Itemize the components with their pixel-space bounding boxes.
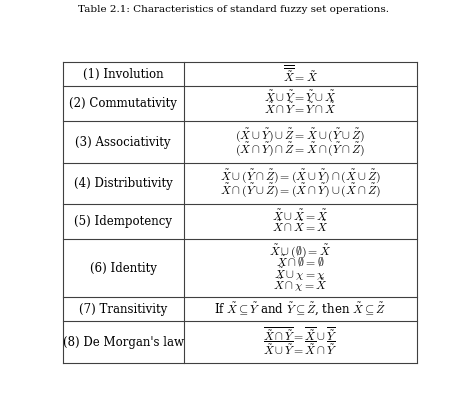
Text: $\overline{\tilde{X} \cup \tilde{Y}} = \overline{\tilde{X}} \cap \overline{\tild: $\overline{\tilde{X} \cup \tilde{Y}} = \… xyxy=(263,340,337,358)
Text: (4) Distributivity: (4) Distributivity xyxy=(74,177,173,190)
Text: (3) Associativity: (3) Associativity xyxy=(75,136,171,148)
Text: (1) Involution: (1) Involution xyxy=(83,68,163,81)
Text: (6) Identity: (6) Identity xyxy=(90,262,157,275)
Text: (2) Commutativity: (2) Commutativity xyxy=(69,97,177,110)
Text: $\tilde{X} \cup \tilde{Y} = \tilde{Y} \cup \tilde{X}$: $\tilde{X} \cup \tilde{Y} = \tilde{Y} \c… xyxy=(264,90,336,105)
Text: If $\tilde{X} \subseteq \tilde{Y}$ and $\tilde{Y} \subseteq \tilde{Z}$, then $\t: If $\tilde{X} \subseteq \tilde{Y}$ and $… xyxy=(214,301,386,317)
Text: $\tilde{X} \cap \chi = \tilde{X}$: $\tilde{X} \cap \chi = \tilde{X}$ xyxy=(273,277,328,294)
Text: $\tilde{X} \cap \tilde{X} = \tilde{X}$: $\tilde{X} \cap \tilde{X} = \tilde{X}$ xyxy=(272,220,329,235)
Text: (7) Transitivity: (7) Transitivity xyxy=(79,303,168,316)
Text: (5) Idempotency: (5) Idempotency xyxy=(74,215,172,228)
Text: $\tilde{X} \cup (\emptyset) = \tilde{X}$: $\tilde{X} \cup (\emptyset) = \tilde{X}$ xyxy=(269,242,331,260)
Text: $\tilde{X} \cap \tilde{Y} = \tilde{Y} \cap \tilde{X}$: $\tilde{X} \cap \tilde{Y} = \tilde{Y} \c… xyxy=(264,102,336,117)
Text: $\overline{\tilde{X} \cap \tilde{Y}} = \overline{\tilde{X}} \cup \overline{\tild: $\overline{\tilde{X} \cap \tilde{Y}} = \… xyxy=(263,326,337,344)
Text: $\tilde{X} \cup \tilde{X} = \tilde{X}$: $\tilde{X} \cup \tilde{X} = \tilde{X}$ xyxy=(272,208,329,224)
Text: $(\tilde{X} \cup \tilde{Y}) \cup \tilde{Z} = \tilde{X} \cup (\tilde{Y} \cup \til: $(\tilde{X} \cup \tilde{Y}) \cup \tilde{… xyxy=(235,126,365,144)
Text: $\overline{\overline{\tilde{X}}} = \tilde{X}$: $\overline{\overline{\tilde{X}}} = \tild… xyxy=(283,64,318,84)
Text: Table 2.1: Characteristics of standard fuzzy set operations.: Table 2.1: Characteristics of standard f… xyxy=(79,5,389,14)
Text: $\tilde{X} \cup (\tilde{Y} \cap \tilde{Z}) = (\tilde{X} \cup \tilde{Y}) \cap (\t: $\tilde{X} \cup (\tilde{Y} \cap \tilde{Z… xyxy=(220,168,380,185)
Text: $\tilde{X} \cap (\tilde{Y} \cup \tilde{Z}) = (\tilde{X} \cap \tilde{Y}) \cup (\t: $\tilde{X} \cap (\tilde{Y} \cup \tilde{Z… xyxy=(220,182,380,199)
Text: $\tilde{X} \cap \emptyset = \emptyset$: $\tilde{X} \cap \emptyset = \emptyset$ xyxy=(276,255,324,270)
Text: (8) De Morgan's law: (8) De Morgan's law xyxy=(63,335,184,349)
Text: $(\tilde{X} \cap \tilde{Y}) \cap \tilde{Z} = \tilde{X} \cap (\tilde{Y} \cap \til: $(\tilde{X} \cap \tilde{Y}) \cap \tilde{… xyxy=(235,140,365,158)
Text: $\tilde{X} \cup \chi = \chi$: $\tilde{X} \cup \chi = \chi$ xyxy=(275,265,326,283)
